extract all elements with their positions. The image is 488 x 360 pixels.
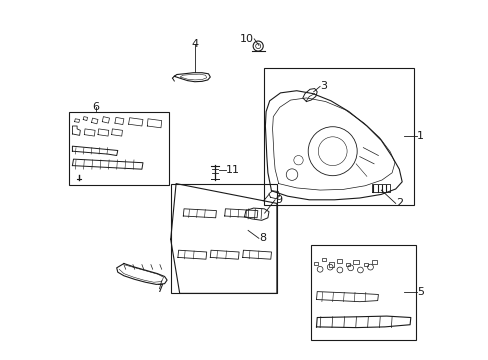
Bar — [352, 260, 358, 264]
Text: 5: 5 — [416, 287, 424, 297]
Bar — [310, 245, 415, 340]
Bar — [363, 263, 367, 266]
Text: 3: 3 — [320, 81, 326, 91]
Text: 7: 7 — [156, 284, 163, 294]
Bar — [328, 262, 333, 267]
Bar — [313, 262, 317, 265]
Bar — [170, 184, 276, 293]
Text: 10: 10 — [240, 34, 254, 44]
Bar — [69, 112, 168, 185]
Text: 8: 8 — [258, 233, 265, 243]
Bar — [371, 260, 376, 264]
Bar — [321, 258, 325, 261]
Text: 1: 1 — [416, 131, 423, 141]
Bar — [346, 263, 349, 266]
Bar — [264, 68, 413, 205]
Text: 6: 6 — [93, 102, 100, 112]
Text: 4: 4 — [191, 39, 198, 49]
Text: 9: 9 — [275, 195, 282, 205]
Text: 2: 2 — [395, 198, 402, 208]
Bar — [337, 259, 341, 263]
Text: 11: 11 — [225, 165, 239, 175]
